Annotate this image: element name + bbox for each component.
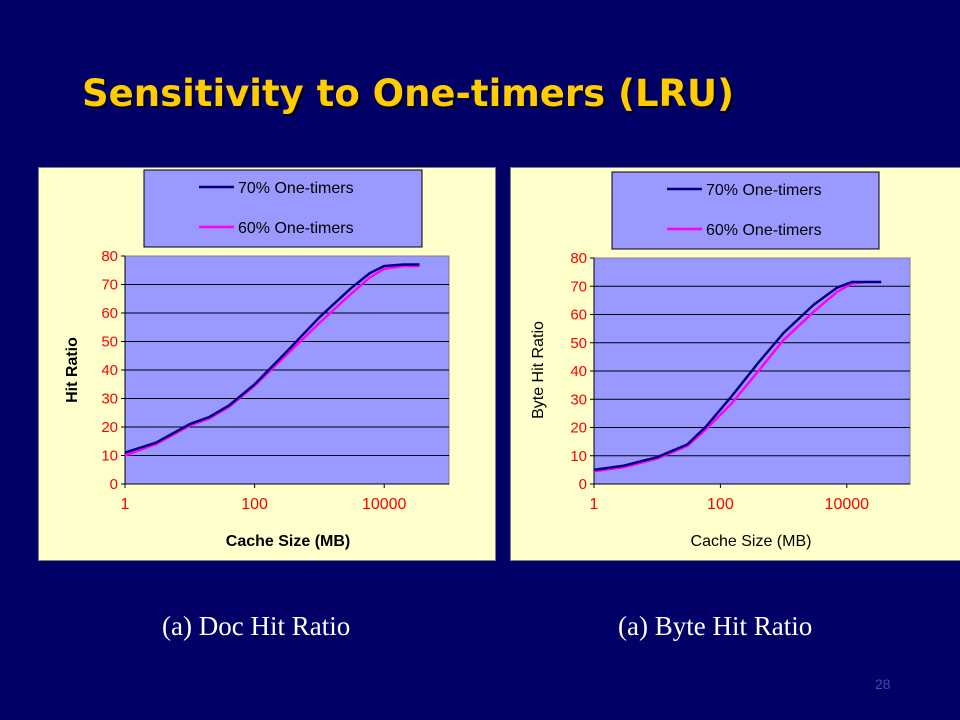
y-tick-label: 40 (101, 362, 118, 379)
x-tick-label: 1 (121, 496, 130, 513)
y-tick-label: 40 (570, 363, 587, 380)
y-tick-label: 20 (570, 420, 587, 437)
legend-box (611, 171, 880, 250)
y-tick-label: 30 (101, 391, 118, 408)
y-tick-label: 30 (570, 391, 587, 408)
series-line-70 (593, 280, 882, 472)
y-tick-label: 10 (570, 448, 587, 465)
legend-label-70: 70% One-timers (706, 182, 822, 199)
y-tick-label: 0 (110, 476, 118, 493)
y-tick-label: 70 (570, 278, 587, 295)
byte-hit-ratio-chart-svg: 0 10 20 30 40 50 60 70 80 1 100 10000 Cache Size (MB… (530, 171, 911, 550)
doc-hit-ratio-chart: 0 10 20 30 40 50 60 70 80 1 100 10000 Cache Size (MB… (38, 167, 496, 561)
y-tick-label: 50 (101, 334, 118, 351)
y-tick-label: 10 (101, 448, 118, 465)
slide-title: Sensitivity to One-timers (LRU) (82, 72, 734, 115)
caption-doc-hit-ratio: (a) Doc Hit Ratio (162, 611, 351, 641)
legend-label-60: 60% One-timers (238, 220, 354, 237)
x-tick-label: 100 (241, 496, 268, 513)
y-tick-label: 70 (101, 277, 118, 294)
series-line-70 (124, 263, 420, 454)
x-axis-label: Cache Size (MB) (691, 533, 812, 550)
y-tick-label: 80 (101, 248, 118, 265)
x-axis-label: Cache Size (MB) (226, 533, 350, 550)
caption-byte-hit-ratio: (a) Byte Hit Ratio (618, 611, 813, 641)
legend-label-70: 70% One-timers (238, 180, 354, 197)
y-axis-label: Hit Ratio (64, 337, 81, 403)
series-line-60 (124, 264, 420, 457)
x-tick-label: 10000 (825, 496, 870, 513)
series-line-60 (593, 280, 882, 473)
y-tick-label: 60 (570, 307, 587, 324)
y-tick-label: 50 (570, 335, 587, 352)
legend-label-60: 60% One-timers (706, 222, 822, 239)
y-tick-label: 80 (570, 250, 587, 267)
y-tick-label: 20 (101, 419, 118, 436)
y-axis-label: Byte Hit Ratio (530, 321, 547, 419)
y-tick-label: 60 (101, 305, 118, 322)
x-tick-label: 1 (590, 496, 599, 513)
x-tick-label: 100 (707, 496, 734, 513)
legend-box (143, 169, 423, 248)
x-tick-label: 10000 (362, 496, 407, 513)
page-number: 28 (875, 676, 891, 692)
doc-hit-ratio-chart-svg: 0 10 20 30 40 50 60 70 80 1 100 10000 Cache Size (MB… (64, 169, 450, 550)
y-tick-label: 0 (579, 476, 587, 493)
byte-hit-ratio-chart: 0 10 20 30 40 50 60 70 80 1 100 10000 Cache Size (MB… (510, 167, 960, 561)
